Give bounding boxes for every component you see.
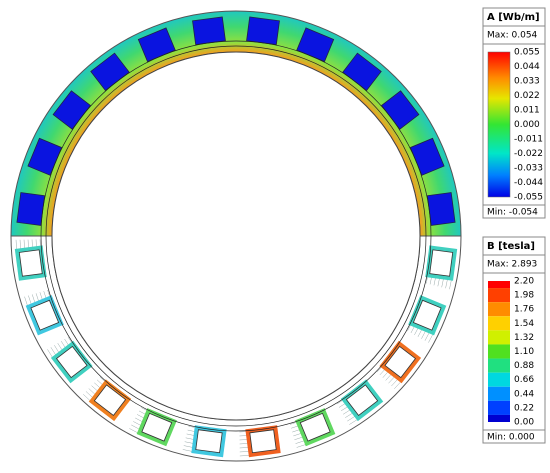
magnet xyxy=(412,299,442,331)
legends: A [Wb/m] Max: 0.054 0.055 0.044 0.033 0.022 0.… xyxy=(482,7,546,444)
legend-max: Max: 2.893 xyxy=(487,260,537,270)
legend-tick: 1.76 xyxy=(514,305,534,315)
air-gap xyxy=(45,45,427,427)
magnet xyxy=(141,412,173,442)
legend-tick: 1.98 xyxy=(514,291,534,301)
motor-field-plot xyxy=(10,10,462,462)
slot xyxy=(426,192,456,226)
magnet xyxy=(299,412,331,442)
magnet xyxy=(18,249,43,277)
magnet xyxy=(93,384,127,417)
color-swatch xyxy=(488,302,510,317)
slot xyxy=(246,16,280,46)
bore xyxy=(51,51,421,421)
legend-tick: -0.022 xyxy=(514,149,543,159)
legend-tick: 0.44 xyxy=(514,389,534,399)
magnet xyxy=(55,345,88,379)
legend-tick: 0.000 xyxy=(514,120,540,130)
legend-tick: 0.022 xyxy=(514,91,540,101)
legend-title: B [tesla] xyxy=(487,241,535,252)
magnet xyxy=(384,345,417,379)
legend-title: A [Wb/m] xyxy=(487,12,540,23)
color-swatch xyxy=(488,344,510,359)
air-gap xyxy=(40,40,432,432)
legend-tick: 1.32 xyxy=(514,333,534,343)
color-swatch xyxy=(488,400,510,415)
legend-max: Max: 0.054 xyxy=(487,31,538,41)
legend-tick: 0.00 xyxy=(514,418,534,428)
color-swatch xyxy=(488,386,510,401)
color-swatch xyxy=(488,288,510,303)
legend-tick: 0.044 xyxy=(514,62,540,72)
magnet xyxy=(249,429,277,454)
slot xyxy=(16,192,46,226)
legend-tick: 0.22 xyxy=(514,403,534,413)
color-swatch xyxy=(488,316,510,331)
legend-tick: 0.88 xyxy=(514,361,534,371)
legend-tick: -0.044 xyxy=(514,178,543,188)
legend-tick: -0.033 xyxy=(514,164,543,174)
legend-tick: 0.011 xyxy=(514,106,540,116)
color-bar xyxy=(487,51,511,198)
legend-tick: -0.055 xyxy=(514,193,543,203)
slot xyxy=(192,16,226,46)
legend-min: Min: -0.054 xyxy=(487,208,538,218)
color-swatch xyxy=(488,281,510,289)
legend-tick: 1.54 xyxy=(514,319,534,329)
legend-tick: 0.66 xyxy=(514,375,534,385)
color-swatch xyxy=(488,330,510,345)
color-swatch xyxy=(488,358,510,373)
color-swatch xyxy=(488,372,510,387)
legend-tick: 0.033 xyxy=(514,77,540,87)
legend-tick: 2.20 xyxy=(514,277,534,287)
magnet xyxy=(429,249,454,277)
legend-tick: -0.011 xyxy=(514,135,543,145)
legend-tick: 1.10 xyxy=(514,347,534,357)
color-swatch xyxy=(488,414,510,422)
magnet xyxy=(30,299,60,331)
legend-min: Min: 0.000 xyxy=(487,433,535,443)
magnet xyxy=(195,429,223,454)
legend-tick: 0.055 xyxy=(514,48,540,58)
magnet xyxy=(345,384,379,417)
